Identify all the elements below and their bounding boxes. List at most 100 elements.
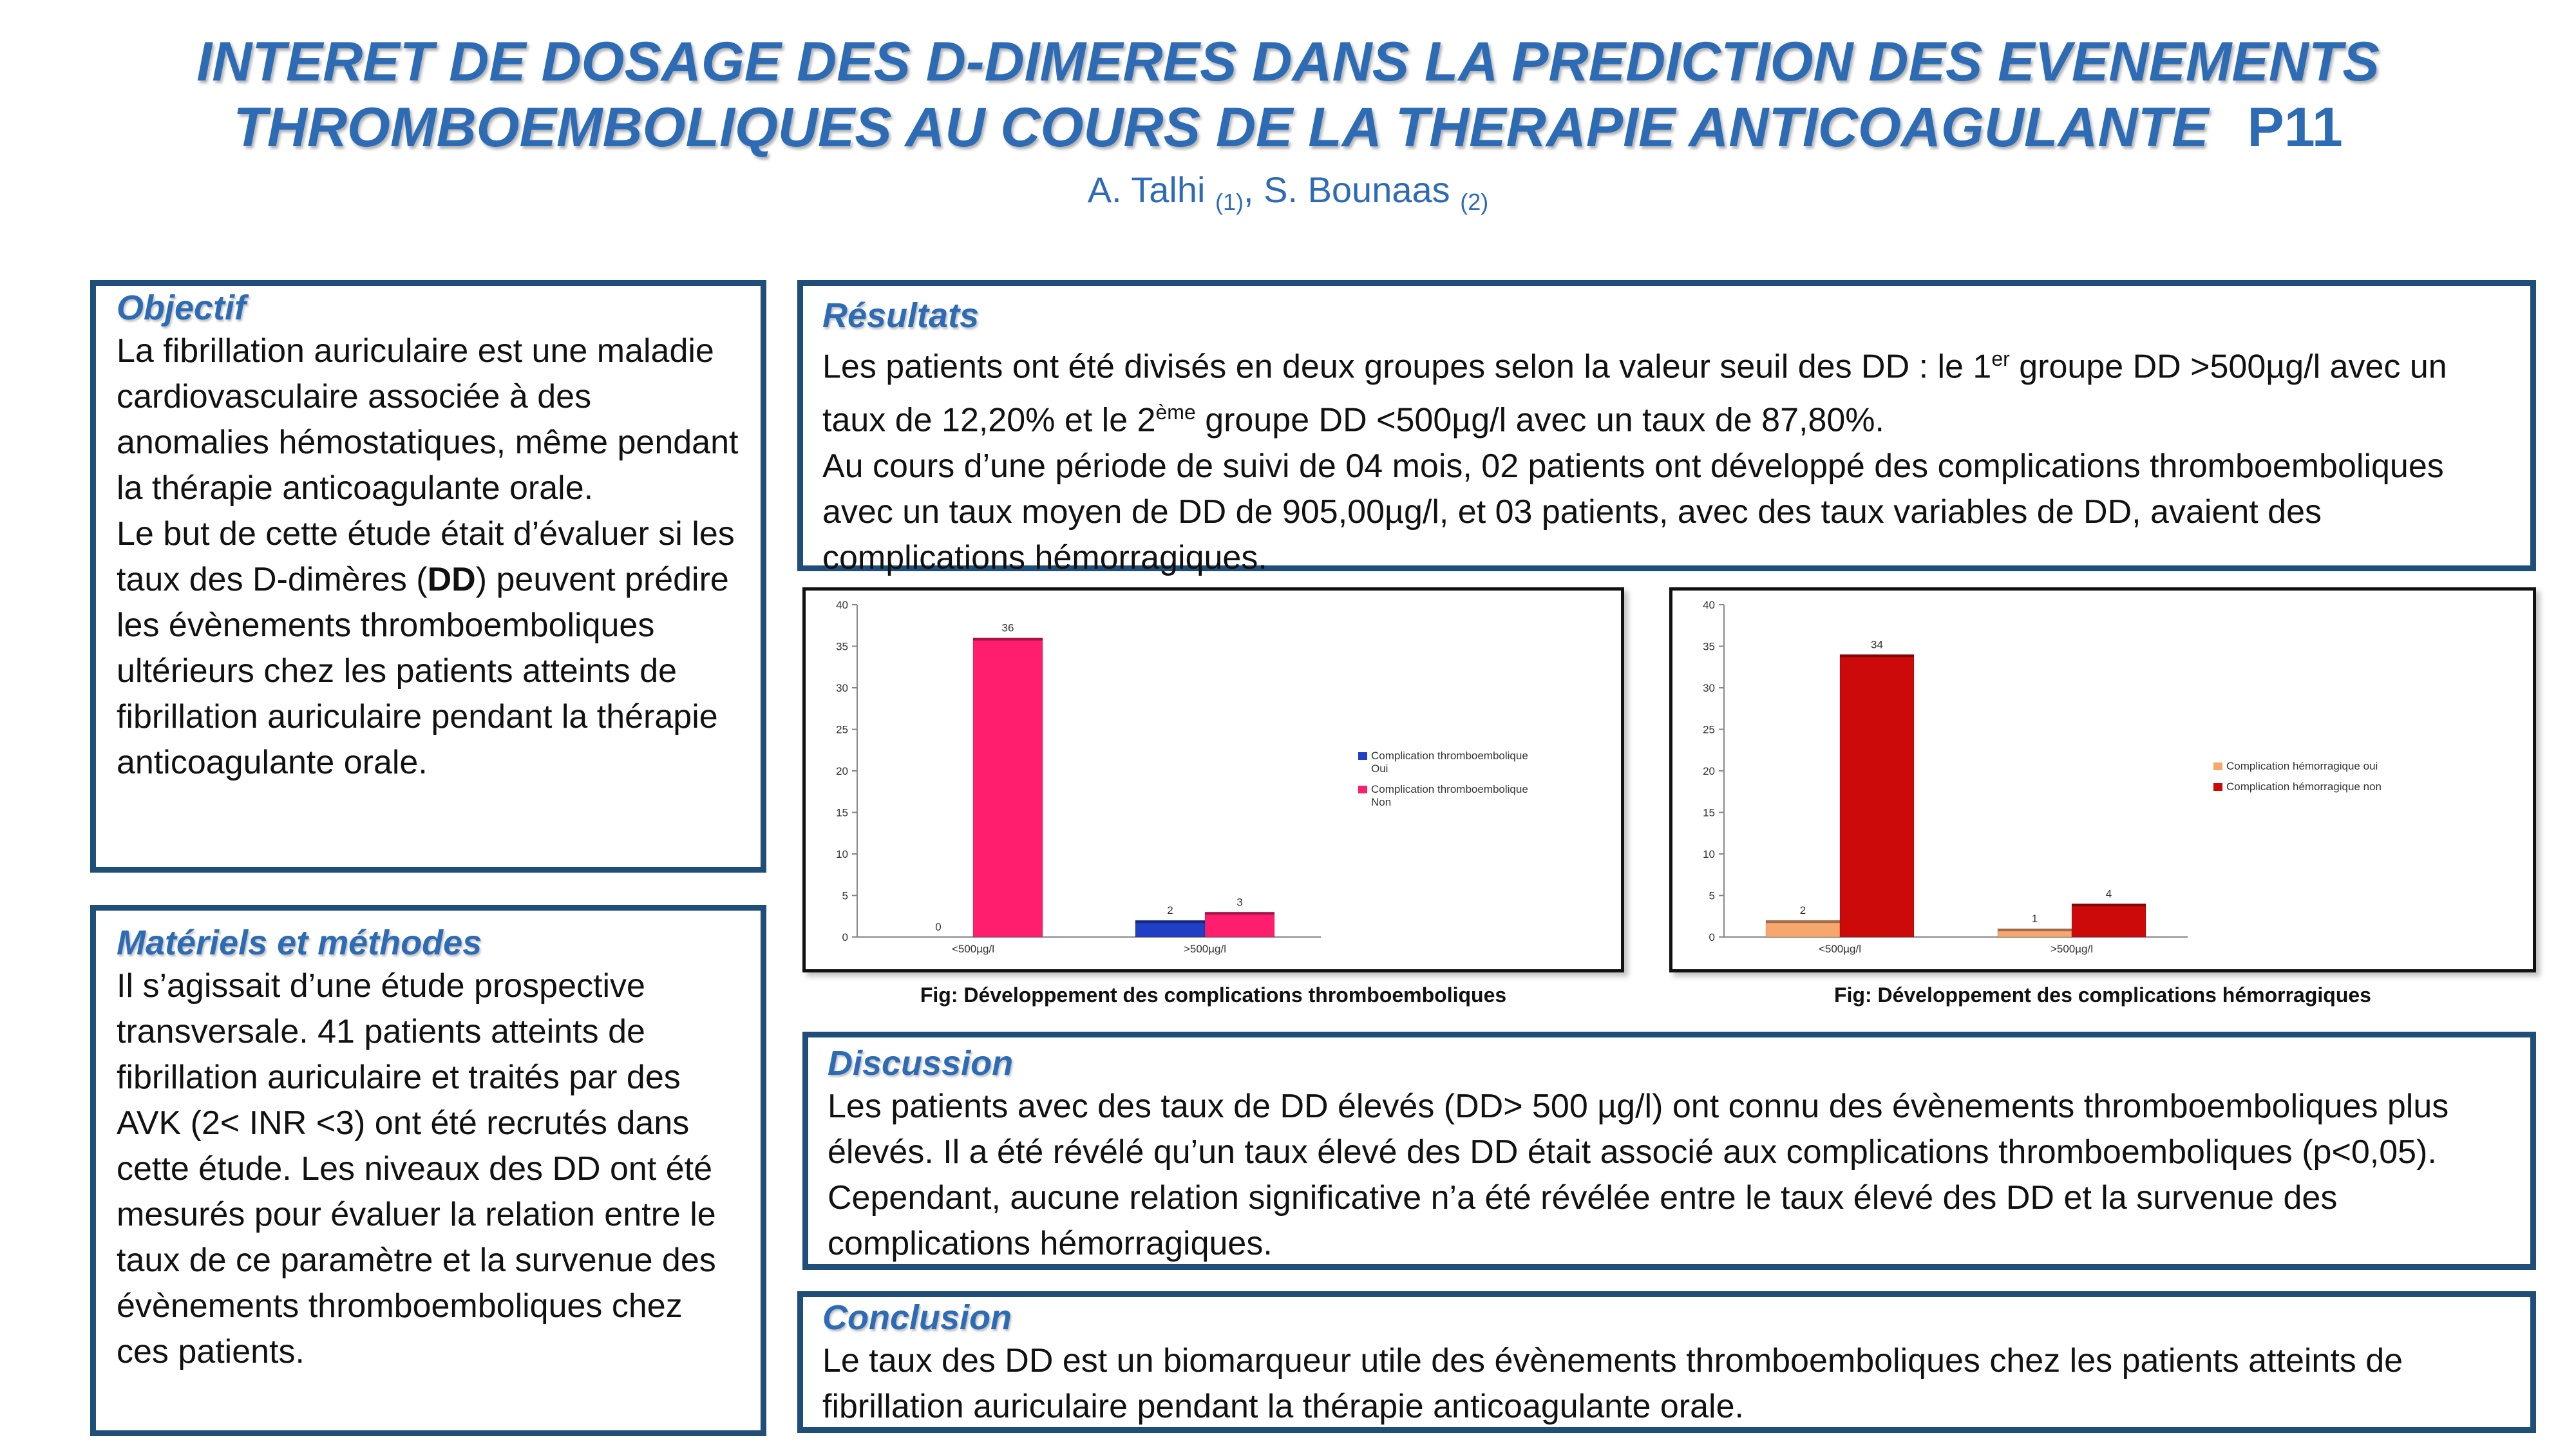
bar bbox=[1204, 911, 1275, 938]
resultats-paragraph-1: Les patients ont été divisés en deux gro… bbox=[822, 336, 2511, 444]
chart-thromboembolic: 0 5 10 15 20 25 30 35 40 0 36 <500µg/l 2 3 >500µg/l Com… bbox=[836, 599, 1528, 955]
y-tick-label: 20 bbox=[836, 765, 848, 777]
bar bbox=[1839, 654, 1915, 938]
conclusion-paragraph-1: Le taux des DD est un biomarqueur utile … bbox=[822, 1342, 2403, 1425]
y-tick-label: 15 bbox=[836, 807, 848, 819]
bar-value-label: 3 bbox=[1236, 896, 1242, 908]
discussion-section: Discussion Les patients avec des taux de… bbox=[802, 1032, 2536, 1270]
conclusion-heading: Conclusion bbox=[822, 1298, 1012, 1337]
y-tick-label: 15 bbox=[1703, 807, 1715, 819]
y-tick-label: 5 bbox=[1709, 890, 1715, 902]
y-tick-label: 20 bbox=[1703, 765, 1715, 777]
y-tick-label: 30 bbox=[1703, 682, 1715, 694]
bar-value-label: 1 bbox=[2032, 913, 2038, 925]
title-line-2: THROMBOEMBOLIQUES AU COURS DE LA THERAPI… bbox=[0, 95, 2576, 160]
objectif-paragraph-2: Le but de cette étude était d’évaluer si… bbox=[117, 511, 743, 786]
author-1: A. Talhi bbox=[1087, 169, 1215, 210]
author-2: S. Bounaas bbox=[1264, 169, 1461, 210]
x-tick-label: >500µg/l bbox=[1184, 943, 1226, 955]
conclusion-section: Conclusion Le taux des DD est un biomarq… bbox=[797, 1291, 2536, 1433]
legend-label: Complication hémorragique oui bbox=[2226, 760, 2378, 772]
legend-label: Complication thromboembolique bbox=[1371, 750, 1528, 762]
resultats-p1-c: groupe DD <500µg/l avec un taux de 87,80… bbox=[1195, 401, 1884, 439]
objectif-body: La fibrillation auriculaire est une mala… bbox=[117, 328, 743, 786]
bar-value-label: 34 bbox=[1871, 638, 1883, 650]
bar-top-edge bbox=[1205, 912, 1274, 915]
objectif-p2-bold: DD bbox=[427, 561, 476, 598]
resultats-heading: Résultats bbox=[822, 296, 980, 335]
discussion-body: Les patients avec des taux de DD élevés … bbox=[828, 1084, 2511, 1267]
resultats-p1-a: Les patients ont été divisés en deux gro… bbox=[822, 348, 1992, 386]
title-line-1: INTERET DE DOSAGE DES D-DIMERES DANS LA … bbox=[196, 31, 2380, 93]
y-tick-label: 25 bbox=[836, 724, 848, 736]
methodes-paragraph-1: Il s’agissait d’une étude prospective tr… bbox=[117, 967, 716, 1370]
author-2-affiliation: (2) bbox=[1460, 189, 1489, 216]
legend-swatch bbox=[1358, 752, 1367, 760]
authors: A. Talhi (1), S. Bounaas (2) bbox=[0, 169, 2576, 216]
objectif-p2-start: Le but de cette étude était d’évaluer si… bbox=[117, 515, 735, 598]
y-tick-label: 35 bbox=[836, 641, 848, 653]
objectif-paragraph-1: La fibrillation auriculaire est une mala… bbox=[117, 332, 739, 507]
methodes-body: Il s’agissait d’une étude prospective tr… bbox=[117, 963, 743, 1375]
bar bbox=[2071, 903, 2146, 938]
x-tick-label: <500µg/l bbox=[952, 943, 994, 955]
y-tick-label: 0 bbox=[842, 931, 848, 943]
legend-swatch bbox=[1358, 786, 1367, 793]
objectif-section: Objectif La fibrillation auriculaire est… bbox=[90, 280, 766, 873]
conclusion-body: Le taux des DD est un biomarqueur utile … bbox=[822, 1338, 2511, 1430]
discussion-heading: Discussion bbox=[828, 1044, 1014, 1083]
author-1-affiliation: (1) bbox=[1215, 189, 1244, 216]
methodes-heading: Matériels et méthodes bbox=[117, 923, 482, 962]
objectif-p2-end: ) peuvent prédire les évènements thrombo… bbox=[117, 561, 729, 781]
chart-hemorrhagic-frame: 0 5 10 15 20 25 30 35 40 2 34 <500µg/l 1 4 >500µg/l Com… bbox=[1669, 587, 2536, 972]
chart-thromboembolic-caption: Fig: Développement des complications thr… bbox=[920, 983, 1507, 1007]
legend-label-line-2: Oui bbox=[1371, 762, 1388, 775]
y-tick-label: 35 bbox=[1703, 641, 1715, 653]
y-tick-label: 40 bbox=[1703, 599, 1715, 611]
author-separator: , bbox=[1243, 169, 1264, 210]
resultats-paragraph-2: Au cours d’une période de suivi de 04 mo… bbox=[822, 447, 2444, 576]
bar-top-edge bbox=[1766, 920, 1840, 923]
legend-label: Complication hémorragique non bbox=[2226, 781, 2382, 793]
x-tick-label: >500µg/l bbox=[2050, 943, 2093, 955]
title-line-2-text: THROMBOEMBOLIQUES AU COURS DE LA THERAPI… bbox=[233, 97, 2209, 158]
bar bbox=[972, 638, 1043, 938]
y-tick-label: 5 bbox=[842, 890, 848, 902]
y-tick-label: 30 bbox=[836, 682, 848, 694]
resultats-section: Résultats Les patients ont été divisés e… bbox=[797, 280, 2536, 576]
bar-value-label: 0 bbox=[935, 921, 941, 933]
resultats-sup-1: er bbox=[1991, 347, 2010, 370]
chart-thromboembolic-frame: 0 5 10 15 20 25 30 35 40 0 36 <500µg/l 2 3 >500µg/l Com… bbox=[802, 587, 1624, 972]
resultats-p1-b: groupe DD >500µg/l avec un taux de 12,20… bbox=[822, 348, 2447, 439]
chart-hemorrhagic-caption: Fig: Développement des complications hém… bbox=[1834, 983, 2371, 1007]
bar-top-edge bbox=[1998, 929, 2072, 932]
resultats-body: Les patients ont été divisés en deux gro… bbox=[822, 336, 2511, 581]
bar-top-edge bbox=[1840, 654, 1914, 658]
discussion-paragraph-1: Les patients avec des taux de DD élevés … bbox=[828, 1088, 2449, 1262]
bar-top-edge bbox=[2072, 904, 2146, 907]
objectif-heading: Objectif bbox=[117, 289, 247, 327]
bar-value-label: 2 bbox=[1167, 904, 1173, 916]
chart-hemorrhagic: 0 5 10 15 20 25 30 35 40 2 34 <500µg/l 1 4 >500µg/l Com… bbox=[1703, 599, 2382, 955]
y-tick-label: 25 bbox=[1703, 724, 1715, 736]
bar-value-label: 2 bbox=[1800, 904, 1806, 916]
bar-top-edge bbox=[973, 638, 1043, 641]
y-tick-label: 10 bbox=[836, 848, 848, 860]
bar bbox=[1135, 920, 1206, 938]
y-tick-label: 0 bbox=[1709, 931, 1715, 943]
x-tick-label: <500µg/l bbox=[1819, 943, 1861, 955]
legend-swatch bbox=[2213, 783, 2222, 791]
bar bbox=[1765, 920, 1841, 938]
bar-value-label: 4 bbox=[2106, 887, 2112, 900]
y-tick-label: 10 bbox=[1703, 848, 1715, 860]
poster-code: P11 bbox=[2247, 97, 2343, 158]
legend-label-line-2: Non bbox=[1371, 796, 1391, 808]
poster-title: INTERET DE DOSAGE DES D-DIMERES DANS LA … bbox=[0, 29, 2576, 160]
y-tick-label: 40 bbox=[836, 599, 848, 611]
methodes-section: Matériels et méthodes Il s’agissait d’un… bbox=[90, 905, 766, 1436]
legend-swatch bbox=[2213, 762, 2222, 770]
resultats-sup-2: ème bbox=[1155, 401, 1196, 424]
bar-value-label: 36 bbox=[1002, 622, 1014, 634]
legend-label: Complication thromboembolique bbox=[1371, 783, 1528, 795]
bar-top-edge bbox=[1135, 920, 1205, 923]
